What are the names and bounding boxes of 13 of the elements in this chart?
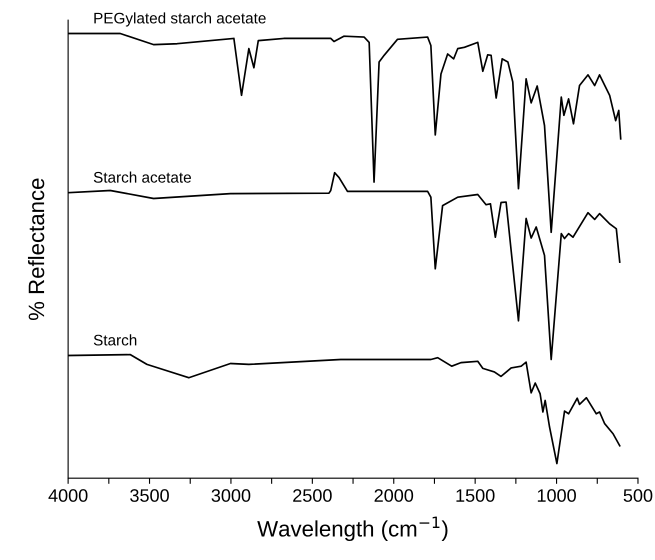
x-tick-label: 3500 bbox=[130, 489, 169, 502]
x-tick-label: 2500 bbox=[293, 489, 332, 502]
x-tick-label: 500 bbox=[624, 489, 652, 502]
series-label: Starch acetate bbox=[94, 172, 191, 183]
y-axis-title: % Reflectance bbox=[28, 178, 44, 320]
x-tick-label: 1000 bbox=[538, 489, 576, 502]
x-tick-label: 3000 bbox=[212, 489, 250, 502]
x-tick-label: 1500 bbox=[456, 489, 495, 502]
x-tick-label: 4000 bbox=[48, 489, 88, 502]
series-label: Starch bbox=[94, 334, 136, 346]
x-tick-label: 2000 bbox=[374, 489, 414, 502]
x-axis-title: Wavelength (cm$^{−1}$) bbox=[257, 516, 448, 542]
series-label: PEGylated starch acetate bbox=[94, 12, 266, 27]
